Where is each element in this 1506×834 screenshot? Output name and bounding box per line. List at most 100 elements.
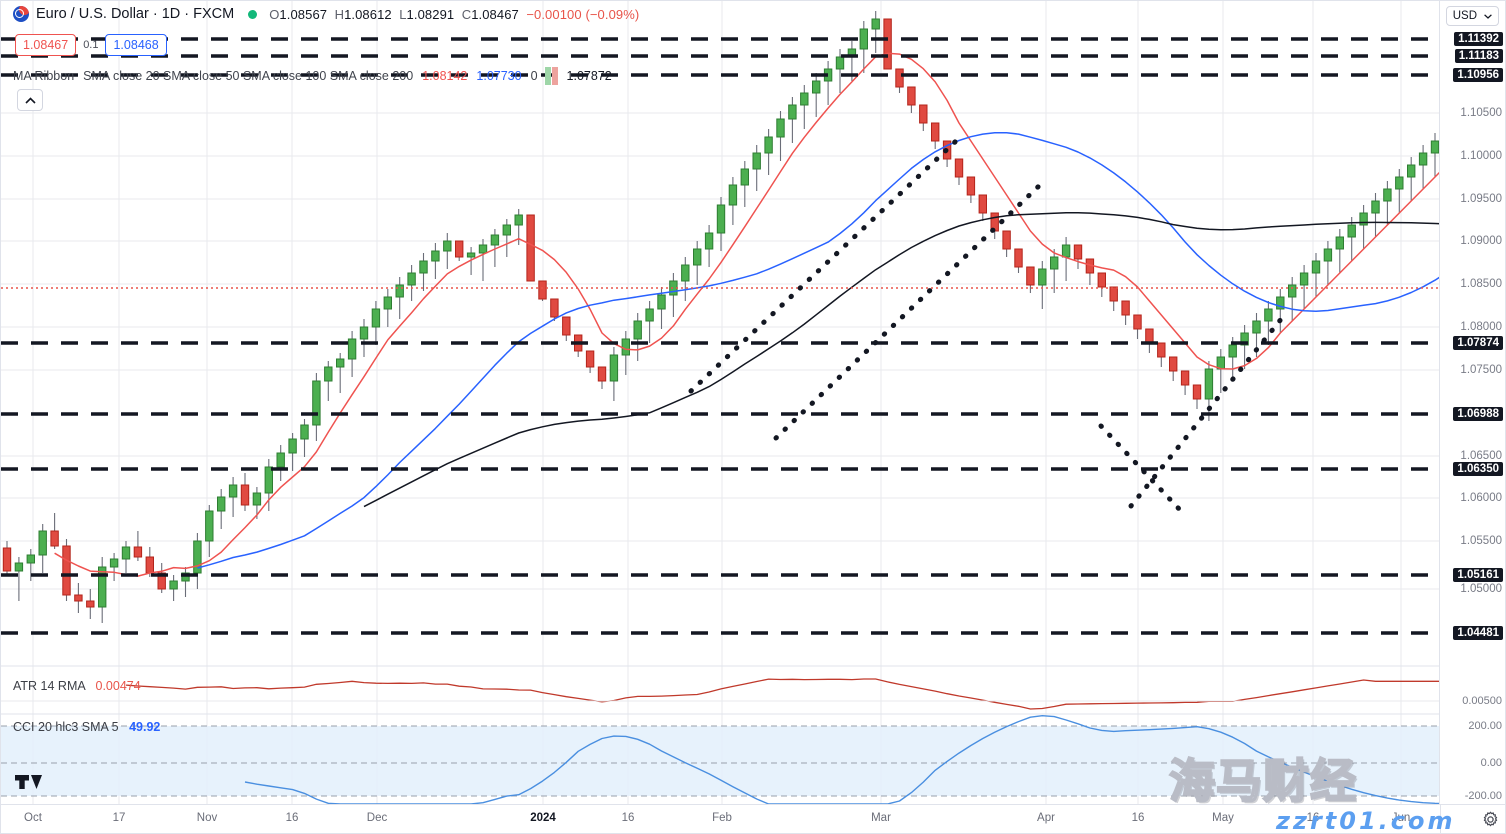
candle-body [1347, 224, 1356, 238]
chart-plot-area[interactable] [1, 1, 1441, 806]
price-tick-highlight: 1.07874 [1453, 336, 1503, 350]
candle-body [407, 272, 416, 286]
candle-body [443, 240, 452, 252]
sma-200-line [363, 211, 1441, 508]
price-tick-highlight: 1.05161 [1453, 568, 1503, 582]
price-tick: 1.07500 [1460, 364, 1502, 376]
candle-body [931, 122, 940, 142]
price-tick: 1.06000 [1460, 492, 1502, 504]
price-tick-highlight: 1.11183 [1454, 49, 1503, 63]
candle-body [752, 152, 761, 170]
price-tick: 1.08500 [1460, 278, 1502, 290]
atr-pane-legend[interactable]: ATR 14 RMA 0.00474 [13, 679, 141, 693]
candle-body [50, 530, 59, 547]
chevron-up-icon [24, 96, 36, 104]
cci-title: CCI 20 hlc3 SMA 5 [13, 720, 119, 734]
candle-body [1430, 140, 1440, 154]
candle-body [978, 194, 987, 214]
candle-body [1323, 248, 1333, 262]
candle-body [907, 86, 916, 106]
candle-body [1371, 200, 1380, 214]
candle-body [728, 184, 738, 206]
candle-body [609, 354, 619, 382]
candle-body [657, 294, 666, 310]
cci-pane-legend[interactable]: CCI 20 hlc3 SMA 5 49.92 [13, 720, 160, 734]
ohlc-high-value: 1.08612 [344, 6, 392, 22]
bid-price-tag[interactable]: 1.08467 [15, 34, 77, 56]
ma-ribbon-inputs: SMA close 20 SMA close 50 SMA close 100 … [83, 69, 414, 83]
candle-body [74, 594, 83, 602]
candle-body [1252, 320, 1261, 334]
candle-body [1335, 236, 1344, 250]
cci-axis-tick: -200.00 [1464, 790, 1502, 802]
time-tick: 16 [1131, 812, 1145, 824]
candle-body [1359, 212, 1368, 226]
mini-candle-marker [544, 67, 558, 85]
candle-body [800, 92, 809, 106]
candle-body [1026, 266, 1035, 286]
candle-body [26, 554, 36, 564]
candle-body [1145, 328, 1154, 344]
candle-body [276, 452, 285, 468]
price-tick-highlight: 1.10956 [1453, 68, 1503, 82]
collapse-legend-button[interactable] [17, 89, 43, 111]
price-tick: 1.05000 [1460, 583, 1502, 595]
ask-price-tag[interactable]: 1.08468 [105, 34, 167, 56]
ma-ribbon-sma20-value: 1.08142 [422, 69, 468, 83]
ohlc-close-value: 1.08467 [471, 6, 519, 22]
time-tick: Oct [24, 812, 42, 824]
candle-body [86, 600, 95, 608]
trendline [688, 138, 959, 394]
chart-canvas[interactable] [1, 1, 1441, 806]
candle-body [1002, 230, 1011, 250]
candle-body [193, 540, 202, 574]
tradingview-logo[interactable] [15, 771, 51, 798]
atr-value: 0.00474 [95, 679, 141, 693]
candle-body [228, 484, 238, 498]
candle-body [1299, 272, 1309, 286]
candle-body [1383, 188, 1392, 202]
candle-body [1014, 248, 1023, 268]
ma-ribbon-name: MA Ribbon [13, 69, 75, 83]
currency-selector-button[interactable]: USD [1445, 6, 1499, 26]
candle-body [371, 308, 381, 328]
candle-body [1169, 356, 1178, 372]
price-tick: 1.08000 [1460, 321, 1502, 333]
candle-body [704, 232, 714, 250]
ohlc-high-label: H [334, 6, 345, 22]
time-scale[interactable]: Oct 17 Nov 16 Dec 2024 16 Feb Mar Apr 16 May 16 Jun [1, 804, 1505, 833]
price-tick-highlight: 1.06988 [1453, 407, 1503, 421]
time-tick: 16 [621, 812, 635, 824]
cci-band [1, 726, 1441, 796]
candle-body [621, 338, 630, 356]
cci-axis-tick: 200.00 [1468, 720, 1502, 732]
candle-body [812, 80, 821, 94]
tradingview-logo-icon [15, 775, 42, 789]
ohlc-change-percent: (−0.09%) [585, 6, 640, 22]
candle-body [716, 204, 726, 234]
candle-body [1050, 256, 1059, 270]
candle-body [538, 280, 547, 300]
candle-body [133, 546, 143, 558]
trendline [773, 181, 1044, 441]
chart-settings-gear-button[interactable] [1482, 811, 1499, 828]
ohlc-values: O1.08567 H1.08612 L1.08291 C1.08467 −0.0… [269, 7, 639, 22]
ma-ribbon-legend[interactable]: MA Ribbon SMA close 20 SMA close 50 SMA … [13, 67, 612, 85]
candle-body [455, 240, 464, 258]
atr-line [125, 678, 1441, 710]
chevron-down-icon [1484, 13, 1492, 19]
candle-body [1418, 152, 1428, 166]
time-tick: Nov [196, 812, 218, 824]
price-tick: 1.05500 [1460, 535, 1502, 547]
candle-body [217, 496, 226, 512]
candle-body [98, 566, 107, 608]
candle-body [288, 438, 297, 454]
candle-body [1395, 176, 1404, 190]
symbol-title[interactable]: Euro / U.S. Dollar · 1D · FXCM [36, 6, 235, 22]
candle-body [300, 424, 309, 440]
candle-body [109, 558, 119, 568]
price-scale[interactable]: 1.11392 1.11183 1.10956 1.10500 1.10000 1.095… [1439, 1, 1505, 806]
candle-body [490, 234, 500, 246]
candle-body [740, 168, 749, 186]
